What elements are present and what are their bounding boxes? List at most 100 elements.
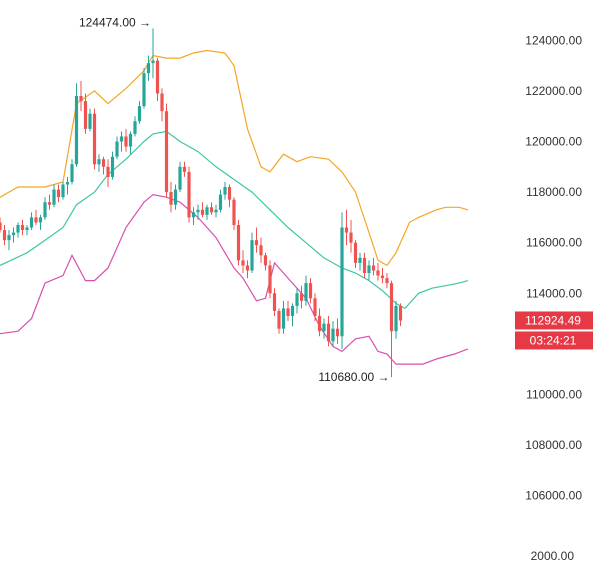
candle-body — [92, 113, 97, 165]
last-price-label-bg — [515, 311, 593, 330]
y-axis-tick-label: 122000.00 — [525, 84, 582, 98]
candle-body — [245, 265, 250, 271]
candle-body — [20, 224, 25, 231]
candle-body — [304, 283, 308, 301]
last-price-label: 112924.49 — [525, 313, 581, 327]
candle-body — [119, 136, 124, 142]
y-axis-tick-label: 114000.00 — [526, 286, 582, 300]
candle-body — [25, 227, 29, 231]
candle-body — [340, 227, 344, 337]
candle-body — [385, 278, 389, 284]
candle-body — [164, 111, 169, 193]
candle-body — [191, 212, 196, 218]
candle-body — [151, 60, 155, 64]
candle-body — [83, 101, 88, 129]
candle-body — [182, 166, 187, 172]
candles-group — [0, 28, 403, 378]
candle-body — [326, 323, 331, 342]
y-axis-tick-label: 116000.00 — [526, 236, 582, 250]
candle-body — [335, 328, 340, 337]
candle-body — [299, 293, 304, 301]
candle-body — [52, 189, 56, 205]
candle-body — [43, 202, 47, 218]
candle-body — [223, 187, 227, 195]
candle-body — [124, 136, 128, 147]
candle-body — [286, 308, 290, 317]
candle-body — [308, 283, 313, 299]
countdown-label-bg — [515, 331, 593, 350]
candle-body — [398, 305, 403, 321]
candle-body — [200, 209, 205, 215]
candle-body — [88, 113, 92, 129]
candle-body — [281, 308, 286, 329]
candle-countdown-label: 03:24:21 — [530, 333, 577, 347]
candle-body — [209, 207, 214, 213]
candle-body — [11, 232, 16, 236]
candle-body — [196, 209, 200, 213]
candle-body — [214, 209, 218, 213]
candle-body — [128, 133, 133, 147]
candle-body — [344, 227, 349, 233]
candle-body — [218, 194, 223, 210]
candle-body — [263, 255, 268, 266]
bottom-axis-label: 2000.00 — [531, 549, 575, 563]
candle-body — [47, 202, 52, 205]
candle-body — [371, 265, 376, 271]
candle-body — [155, 60, 160, 94]
candle-body — [160, 93, 164, 112]
candle-body — [380, 275, 385, 279]
candle-body — [178, 166, 182, 190]
candle-body — [259, 245, 263, 256]
candle-body — [187, 171, 191, 218]
candle-body — [349, 232, 353, 243]
candle-body — [250, 240, 254, 271]
candle-body — [2, 230, 7, 241]
low-price-annotation: 110680.00 → — [318, 370, 389, 384]
candle-body — [146, 63, 151, 74]
candle-body — [254, 240, 259, 246]
candle-body — [313, 298, 317, 317]
y-axis-tick-label: 118000.00 — [526, 185, 582, 199]
y-axis-tick-label: 124000.00 — [525, 33, 582, 47]
candle-body — [322, 323, 326, 332]
high-price-annotation: 124474.00 → — [79, 15, 151, 29]
candle-body — [137, 106, 142, 122]
candle-body — [277, 310, 281, 329]
candle-body — [241, 260, 245, 266]
candle-body — [389, 283, 394, 332]
candle-body — [56, 189, 61, 198]
candle-body — [317, 316, 322, 332]
candle-body — [376, 270, 380, 276]
candle-body — [331, 328, 335, 342]
candle-body — [97, 159, 101, 165]
candle-body — [227, 187, 232, 200]
candle-body — [353, 242, 358, 263]
y-axis-tick-label: 106000.00 — [525, 489, 582, 503]
candle-body — [290, 305, 295, 317]
bollinger-lower-line — [0, 193, 469, 365]
y-axis-tick-label: 120000.00 — [525, 135, 582, 149]
candle-body — [79, 95, 83, 102]
candle-body — [34, 217, 38, 223]
candle-body — [133, 121, 137, 134]
candle-body — [110, 156, 115, 177]
candle-body — [394, 305, 398, 332]
candle-body — [61, 184, 65, 198]
candle-body — [115, 141, 119, 157]
bollinger-upper-line — [0, 49, 469, 267]
candle-body — [16, 224, 20, 233]
candle-body — [367, 265, 371, 274]
candle-body — [169, 192, 173, 205]
candle-body — [268, 265, 272, 294]
candle-body — [101, 159, 106, 167]
y-axis-tick-label: 110000.00 — [526, 387, 582, 401]
candle-body — [7, 235, 11, 241]
candle-body — [65, 181, 70, 185]
candle-body — [29, 217, 34, 228]
candle-body — [205, 207, 209, 215]
candle-body — [236, 224, 241, 261]
candle-body — [106, 166, 110, 177]
candle-body — [0, 222, 2, 231]
